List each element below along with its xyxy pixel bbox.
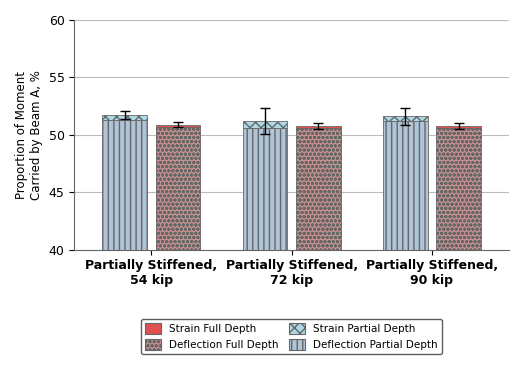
Bar bbox=[296, 126, 341, 128]
Bar bbox=[436, 126, 481, 128]
Bar bbox=[156, 124, 201, 127]
Bar bbox=[296, 128, 341, 250]
Y-axis label: Proportion of Moment
Carried by Beam A, %: Proportion of Moment Carried by Beam A, … bbox=[15, 70, 43, 200]
Bar bbox=[243, 128, 288, 250]
Bar bbox=[156, 127, 201, 250]
Bar bbox=[436, 128, 481, 250]
Bar bbox=[102, 120, 147, 250]
Bar bbox=[102, 115, 147, 120]
Bar bbox=[383, 116, 428, 121]
Legend: Strain Full Depth, Deflection Full Depth, Strain Partial Depth, Deflection Parti: Strain Full Depth, Deflection Full Depth… bbox=[141, 319, 442, 354]
Bar bbox=[243, 121, 288, 128]
Bar bbox=[383, 121, 428, 250]
